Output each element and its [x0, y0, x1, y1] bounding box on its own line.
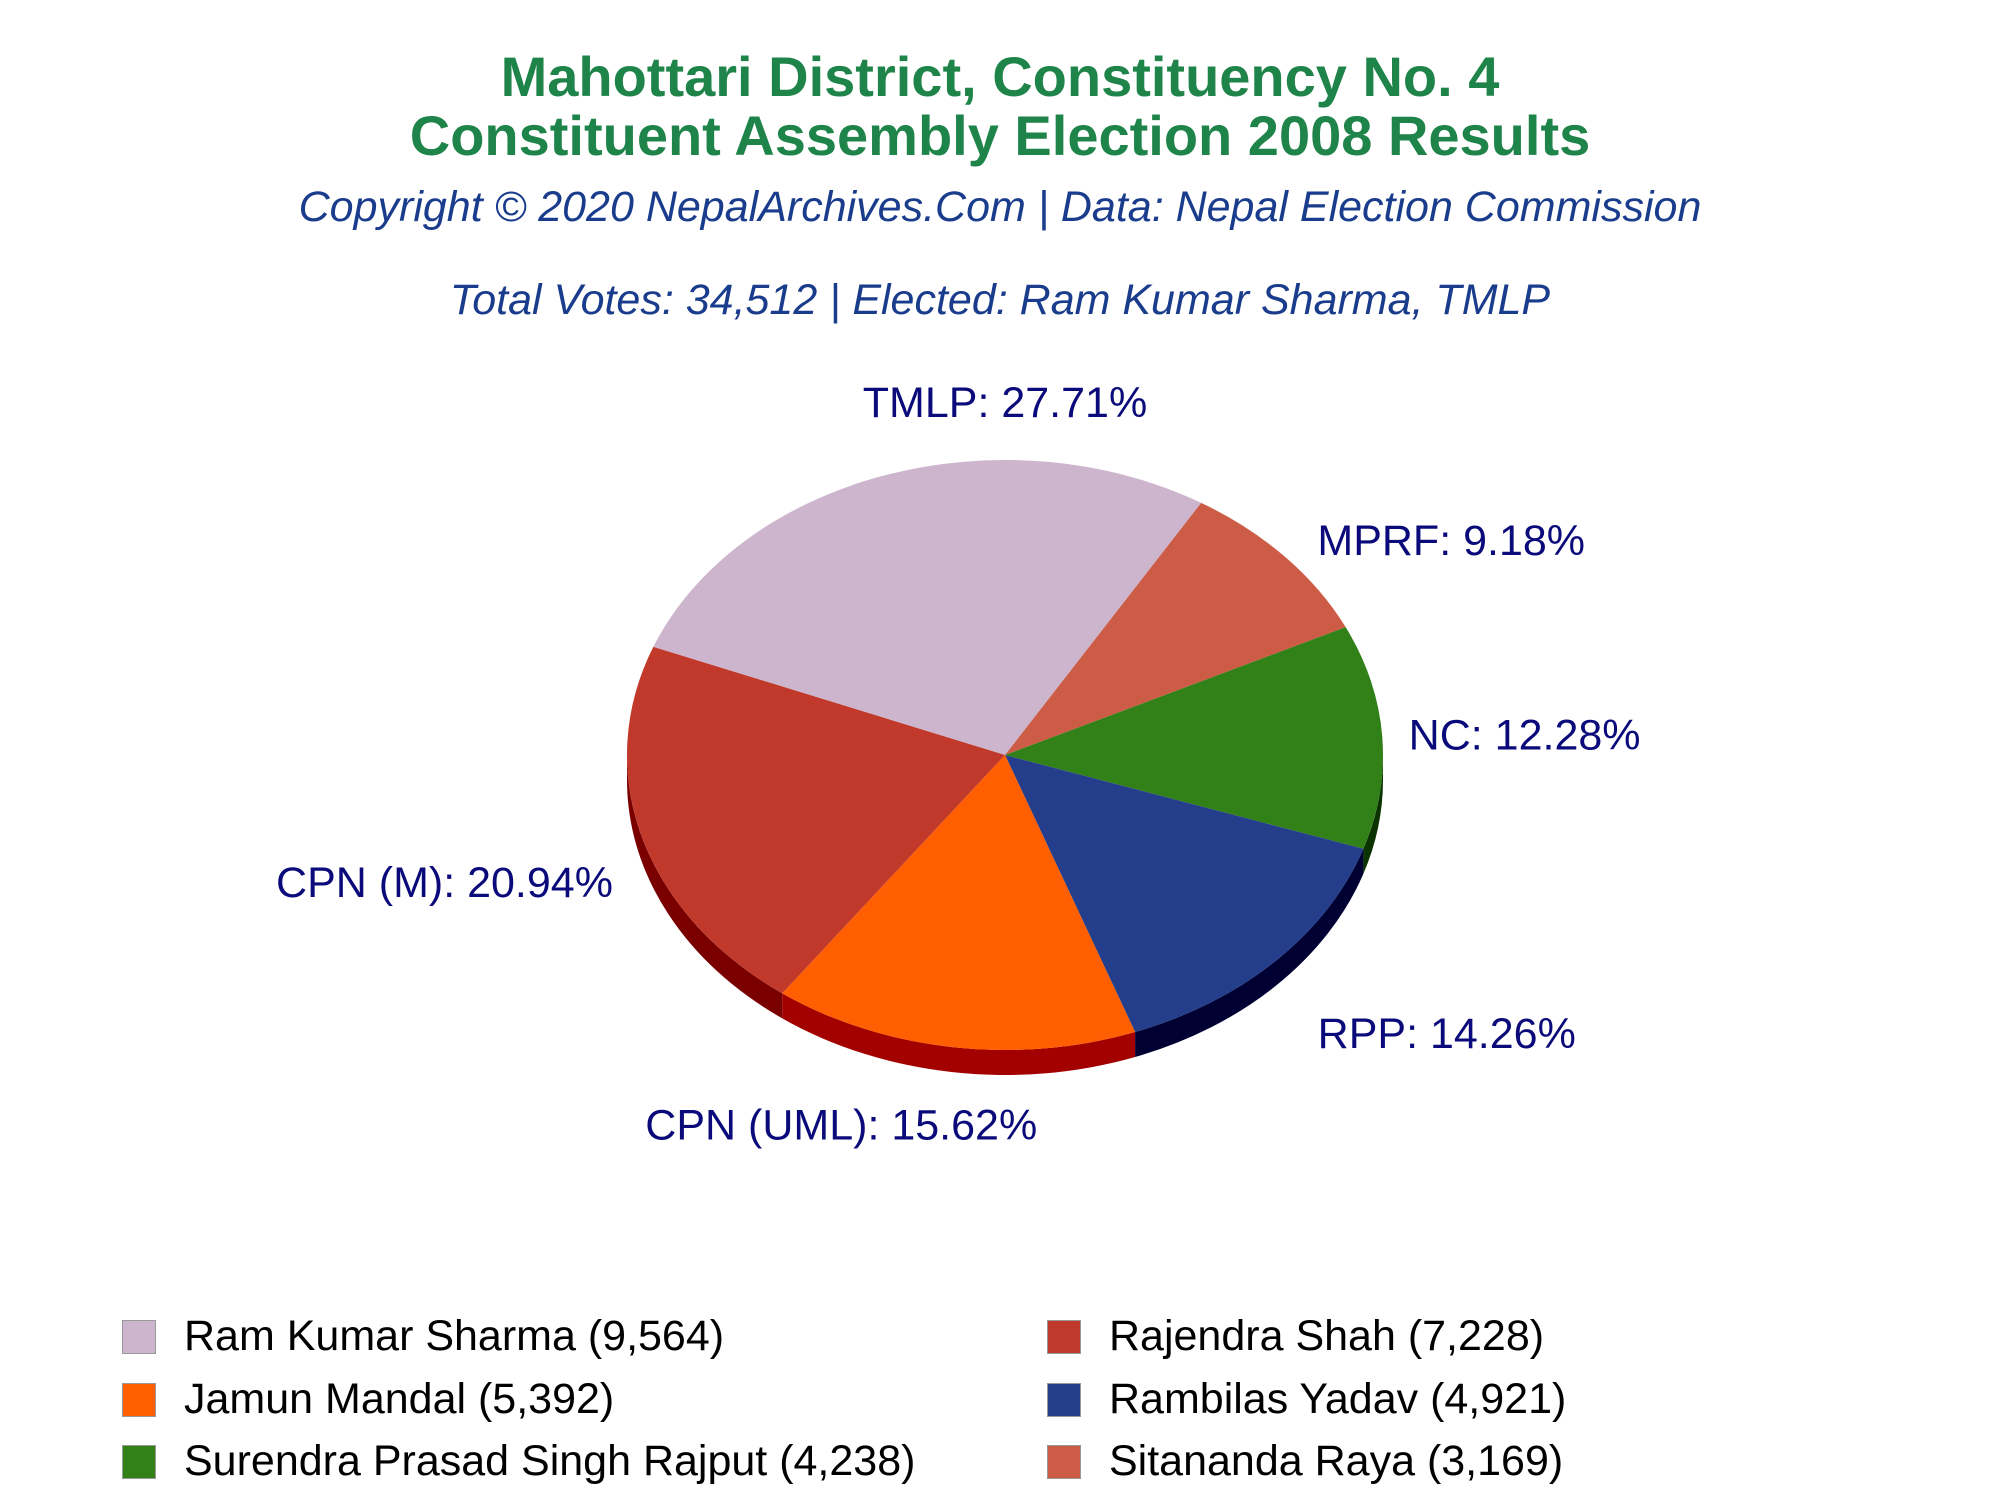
- pie-slice-label: CPN (UML): 15.62%: [645, 1101, 1037, 1149]
- pie-slice-label: RPP: 14.26%: [1318, 1010, 1576, 1058]
- pie-slice-rpp: [1005, 755, 1364, 1032]
- pie-side-wall: [1135, 848, 1364, 1057]
- pie-slice-cpn-m: [627, 646, 1005, 994]
- legend-swatch: [1047, 1320, 1081, 1354]
- pie-slice-label: TMLP: 27.71%: [863, 379, 1147, 427]
- pie-side-wall: [782, 993, 1136, 1075]
- chart-title-line2: Constituent Assembly Election 2008 Resul…: [409, 104, 1591, 167]
- legend-label: Sitananda Raya (3,169): [1109, 1437, 1564, 1485]
- legend-label: Jamun Mandal (5,392): [184, 1375, 615, 1423]
- pie-slice-mprf: [1005, 502, 1346, 755]
- legend-label: Surendra Prasad Singh Rajput (4,238): [184, 1437, 916, 1485]
- pie-slice-tmlp: [653, 460, 1202, 755]
- legend-swatch: [122, 1320, 156, 1354]
- pie-slices: [627, 460, 1383, 1050]
- pie-side-walls: [627, 755, 1383, 1075]
- pie-side-wall: [627, 755, 783, 1019]
- pie-slice-label: NC: 12.28%: [1409, 711, 1641, 759]
- legend-swatch: [1047, 1445, 1081, 1479]
- legend-swatch: [122, 1445, 156, 1479]
- pie-slice-labels: TMLP: 27.71% MPRF: 9.18% NC: 12.28% RPP: 14…: [276, 379, 1640, 1149]
- pie-slice-label: MPRF: 9.18%: [1317, 517, 1585, 565]
- summary-subtitle: Total Votes: 34,512 | Elected: Ram Kumar…: [449, 276, 1551, 324]
- legend-label: Rajendra Shah (7,228): [1109, 1312, 1545, 1360]
- legend-swatch: [1047, 1383, 1081, 1417]
- copyright-subtitle: Copyright © 2020 NepalArchives.Com | Dat…: [298, 183, 1702, 231]
- legend-swatch: [122, 1383, 156, 1417]
- pie-side-wall: [1363, 755, 1383, 874]
- chart-title-line1: Mahottari District, Constituency No. 4: [500, 45, 1500, 108]
- pie-slice-nc: [1005, 627, 1383, 849]
- legend-label: Rambilas Yadav (4,921): [1109, 1375, 1567, 1423]
- legend-label: Ram Kumar Sharma (9,564): [184, 1312, 725, 1360]
- pie-slice-cpn-uml: [782, 755, 1136, 1050]
- pie-slice-label: CPN (M): 20.94%: [276, 859, 613, 907]
